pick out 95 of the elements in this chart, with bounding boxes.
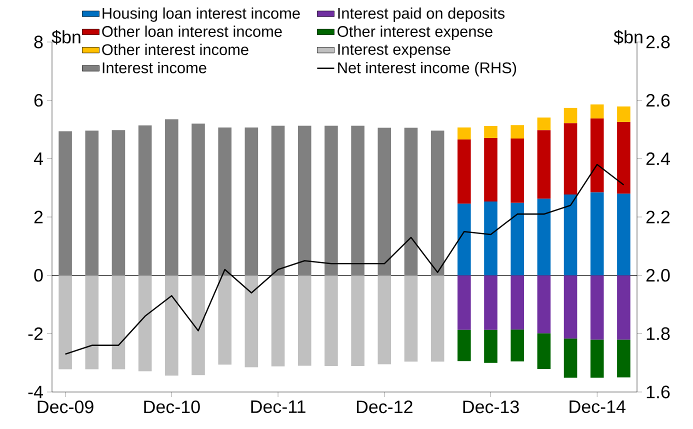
bar [351,275,364,366]
bar [404,128,418,276]
bar [484,202,498,276]
bar [510,275,524,330]
bar [458,127,471,140]
bar [112,130,126,276]
bar [324,275,338,366]
bar [351,126,364,276]
bar [484,138,498,202]
legend-label: Interest income [102,62,206,74]
y-tick-label: 2 [34,210,43,224]
bar [484,330,498,363]
bar [590,104,604,118]
y2-axis-title: $bn [614,30,642,44]
legend-label: Other interest income [102,44,248,56]
y-tick-label: -4 [28,386,43,398]
bar [510,138,524,203]
y-tick-label: 0 [34,268,43,282]
bar [564,338,578,378]
bar [378,128,392,276]
y-tick-label: 6 [34,94,43,107]
y2-tick-label: 2.8 [646,36,670,48]
x-tick-label: Dec-09 [38,400,94,414]
y2-tick-label: 1.6 [646,386,670,398]
bar [458,275,471,330]
legend-label: Net interest income (RHS) [338,62,516,76]
bar [430,275,444,362]
bar [138,125,152,276]
bar [138,275,152,372]
bar [510,125,524,139]
bar [590,275,604,340]
x-tick-label: Dec-10 [144,400,200,414]
bar [218,127,232,276]
bar [617,106,630,122]
bar [58,275,72,370]
bar [192,275,205,376]
bar [590,118,604,192]
bar [537,130,551,199]
legend-label: Other interest expense [338,26,492,40]
y2-tick-label: 2.2 [646,210,670,224]
bar [112,275,126,370]
x-tick-label: Dec-12 [356,400,412,414]
bar [537,118,551,130]
bar [85,130,99,276]
bar [617,275,630,340]
bar [590,192,604,276]
bar [58,131,72,276]
legend-label: Other loan interest income [102,26,282,37]
bar [484,275,498,330]
bar [537,333,551,369]
bar [298,126,312,276]
bar [484,126,498,138]
bar [564,108,578,124]
bar [404,275,418,362]
bar [192,124,205,276]
bar [564,194,578,276]
bar [458,139,471,204]
legend-label: Housing loan interest income [102,7,300,22]
x-tick-label: Dec-14 [570,400,626,414]
bar [617,340,630,378]
bar [244,127,258,276]
bar [510,202,524,276]
bar [218,275,232,365]
bar [165,119,178,276]
x-tick-label: Dec-11 [251,400,306,414]
bar [430,130,444,276]
bar [458,330,471,362]
y-tick-label: 8 [34,36,43,48]
y2-tick-label: 1.8 [646,327,670,340]
bar [564,275,578,339]
bar [458,204,471,276]
bar [537,198,551,276]
bar [564,123,578,195]
bar [590,340,604,378]
bar [271,126,285,276]
bar [165,275,178,376]
bar [617,122,630,194]
bar [537,275,551,334]
bar [324,126,338,276]
y-tick-label: -2 [28,327,43,340]
y-tick-label: 4 [34,152,43,165]
bar [298,275,312,366]
bar [271,275,285,366]
x-tick-label: Dec-13 [463,400,519,414]
y2-tick-label: 2.6 [646,94,670,107]
bar [85,275,99,370]
bar [510,330,524,362]
y-axis-title: $bn [52,30,80,44]
legend-label: Interest expense [338,44,450,58]
y2-tick-label: 2.4 [646,152,670,165]
y2-tick-label: 2.0 [646,268,670,282]
bar [617,194,630,276]
bar [244,275,258,368]
bar [378,275,392,364]
legend-label: Interest paid on deposits [338,7,505,22]
